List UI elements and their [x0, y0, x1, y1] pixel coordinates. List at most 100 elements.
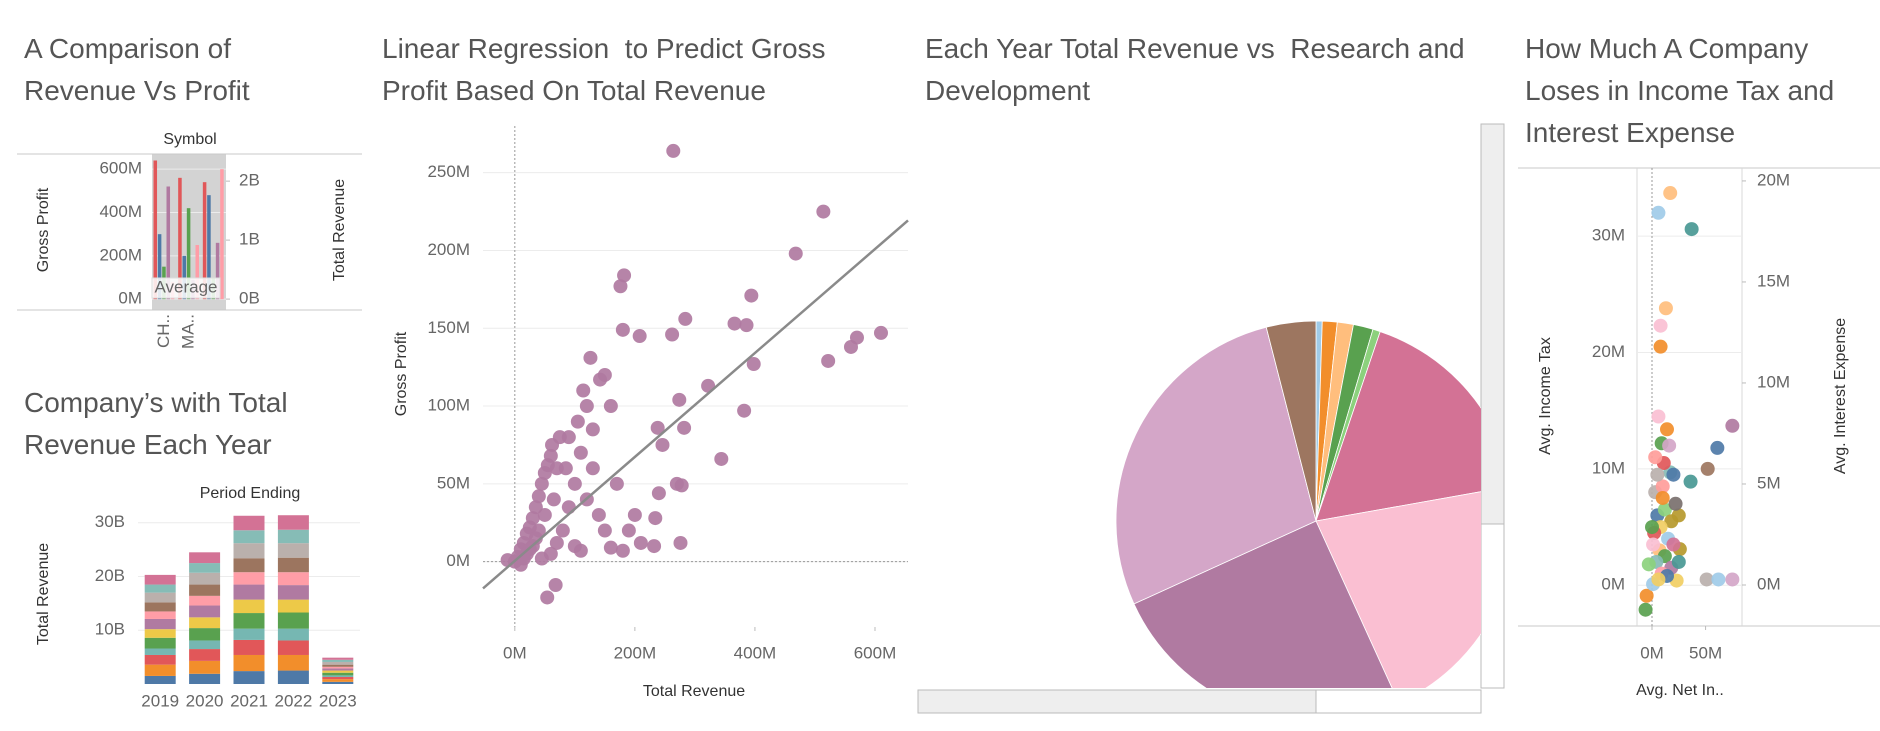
x-tick-label: 2023: [319, 691, 357, 710]
y-tick-label: 600M: [99, 159, 142, 178]
point: [621, 523, 636, 538]
point: [1666, 467, 1681, 482]
x-tick-label: 200M: [614, 643, 657, 662]
point: [843, 339, 858, 354]
y2-axis-title: Avg. Interest Expense: [1832, 318, 1849, 474]
point: [1641, 557, 1656, 572]
bar-segment: [322, 681, 354, 684]
point: [585, 422, 600, 437]
bar: [166, 186, 171, 300]
point: [1710, 440, 1725, 455]
bar-segment: [189, 584, 221, 596]
point: [1651, 409, 1666, 424]
x-tick-label: 600M: [854, 643, 897, 662]
bar-segment: [233, 530, 265, 544]
point: [1645, 520, 1659, 535]
point: [1653, 339, 1668, 354]
bar-segment: [277, 515, 309, 530]
y2-axis-title: Total Revenue: [331, 179, 348, 281]
bar: [157, 234, 162, 300]
bar-segment: [189, 563, 221, 573]
annotation-box: [151, 277, 221, 299]
bar: [202, 182, 207, 300]
point: [1660, 422, 1674, 437]
point: [548, 577, 563, 592]
scrollbar-thumb[interactable]: [917, 689, 1317, 714]
bar: [207, 195, 211, 300]
bar-segment: [189, 673, 221, 684]
point: [650, 420, 665, 435]
bar-segment: [189, 640, 221, 650]
y-tick-label: 20M: [1592, 342, 1625, 361]
scrollbar-thumb[interactable]: [1480, 123, 1505, 525]
chart-title: Each Year Total Revenue vs Research and …: [925, 33, 1473, 106]
bar-segment: [322, 664, 354, 667]
bar-segment: [144, 602, 176, 612]
bar-segment: [233, 639, 265, 655]
bar-segment: [277, 529, 309, 544]
bar-segment: [322, 657, 354, 660]
bar-segment: [144, 584, 176, 593]
point: [1700, 461, 1715, 476]
point: [597, 523, 612, 538]
y-tick-label: 30M: [1592, 226, 1625, 245]
bar-segment: [277, 543, 309, 558]
point: [672, 392, 687, 407]
point: [543, 448, 558, 463]
bar-segment: [233, 599, 265, 614]
point: [534, 551, 549, 566]
header: Period Ending: [200, 485, 301, 502]
point: [1663, 186, 1678, 201]
y-tick-label: 2B: [239, 171, 260, 190]
bar-segment: [144, 611, 176, 619]
bar-segment: [144, 654, 176, 665]
point: [647, 539, 662, 554]
point: [597, 367, 612, 382]
bar-segment: [322, 661, 354, 665]
bar-segment: [189, 605, 221, 618]
x-axis-title: Total Revenue: [643, 683, 745, 700]
point: [633, 535, 648, 550]
point: [821, 353, 836, 368]
bar-segment: [322, 659, 354, 662]
annotation: Average: [154, 277, 217, 296]
bar-segment: [189, 572, 221, 585]
point: [561, 430, 576, 445]
point: [1671, 554, 1686, 569]
point: [576, 383, 591, 398]
x-tick-label: 2021: [230, 691, 268, 710]
y-tick-label: 10M: [1592, 458, 1625, 477]
bar-segment: [144, 592, 176, 603]
bar-segment: [144, 574, 176, 585]
bar: [215, 242, 220, 300]
bar: [186, 208, 191, 300]
x-tick-label: CH..: [154, 314, 173, 348]
point: [627, 507, 642, 522]
y-tick-label: 20M: [1757, 170, 1790, 189]
bar-segment: [322, 670, 354, 673]
x-tick-label: 2019: [141, 691, 179, 710]
point: [1646, 537, 1661, 552]
point: [739, 318, 754, 333]
bar-segment: [277, 572, 309, 586]
bar-segment: [144, 629, 176, 638]
point: [665, 327, 680, 342]
point: [573, 445, 588, 460]
point: [579, 399, 594, 414]
point: [1666, 537, 1681, 552]
point: [555, 523, 570, 538]
point: [1653, 318, 1668, 333]
y-axis-title: Avg. Income Tax: [1537, 337, 1554, 455]
bar-segment: [189, 660, 221, 674]
y-tick-label: 0M: [1757, 574, 1781, 593]
point: [1699, 572, 1714, 587]
chart-title: A Comparison of Revenue Vs Profit: [24, 33, 250, 106]
point: [537, 507, 552, 522]
y-tick-label: 20B: [95, 566, 125, 585]
point: [583, 350, 598, 365]
point: [1662, 438, 1677, 453]
bar-segment: [144, 648, 176, 655]
point: [603, 540, 618, 555]
bar-segment: [233, 613, 265, 629]
